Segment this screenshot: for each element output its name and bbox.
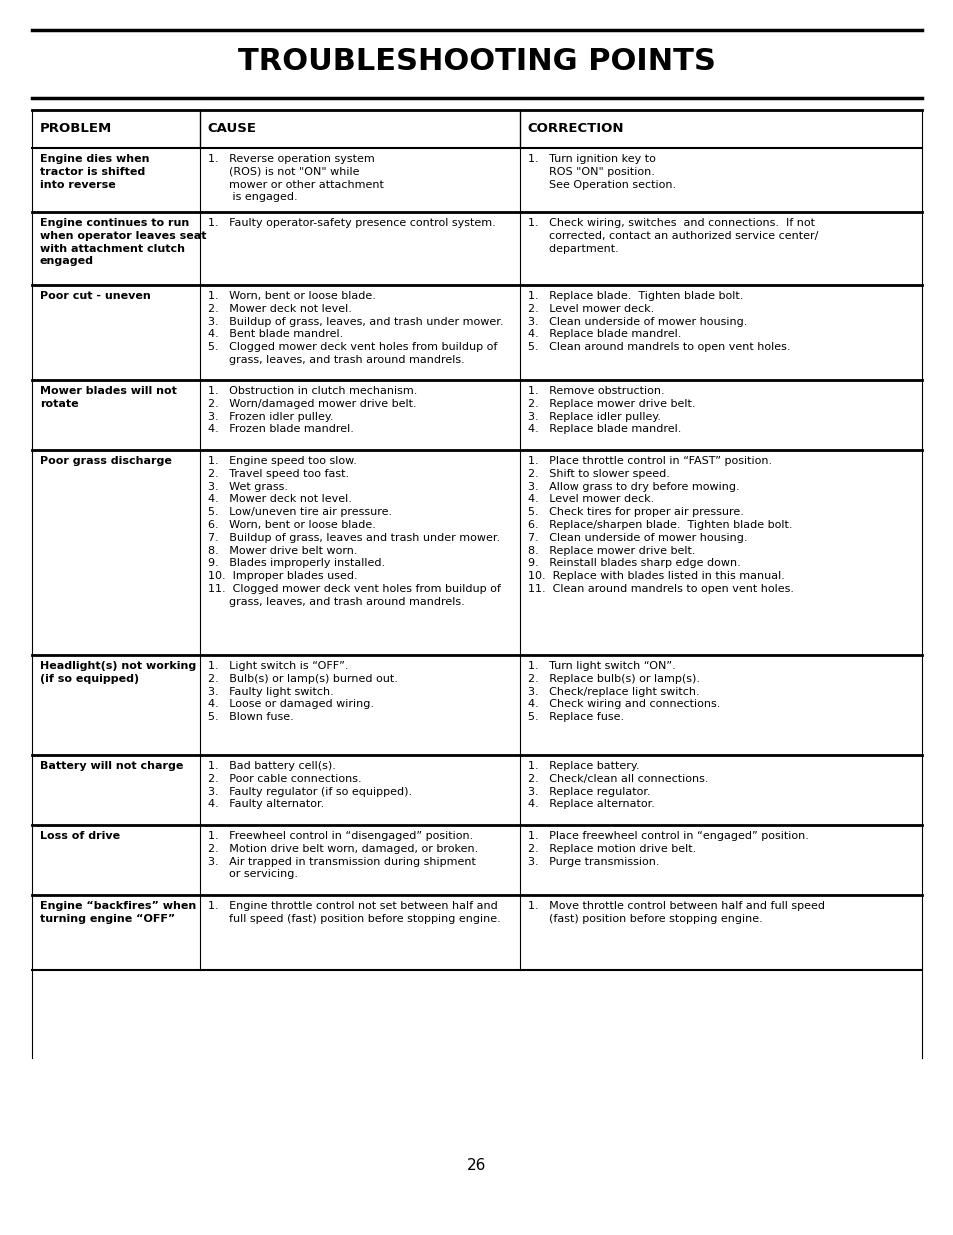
Text: 1.   Move throttle control between half and full speed
      (fast) position bef: 1. Move throttle control between half an… <box>527 902 823 924</box>
Text: 1.   Place throttle control in “FAST” position.
2.   Shift to slower speed.
3.  : 1. Place throttle control in “FAST” posi… <box>527 456 793 594</box>
Text: 1.   Freewheel control in “disengaged” position.
2.   Motion drive belt worn, da: 1. Freewheel control in “disengaged” pos… <box>208 831 477 879</box>
Text: 1.   Light switch is “OFF”.
2.   Bulb(s) or lamp(s) burned out.
3.   Faulty ligh: 1. Light switch is “OFF”. 2. Bulb(s) or … <box>208 661 397 722</box>
Text: Mower blades will not
rotate: Mower blades will not rotate <box>40 387 176 409</box>
Text: PROBLEM: PROBLEM <box>40 122 112 136</box>
Text: Battery will not charge: Battery will not charge <box>40 761 183 771</box>
Text: 1.   Replace blade.  Tighten blade bolt.
2.   Level mower deck.
3.   Clean under: 1. Replace blade. Tighten blade bolt. 2.… <box>527 291 789 352</box>
Text: TROUBLESHOOTING POINTS: TROUBLESHOOTING POINTS <box>238 47 715 77</box>
Text: 1.   Engine speed too slow.
2.   Travel speed too fast.
3.   Wet grass.
4.   Mow: 1. Engine speed too slow. 2. Travel spee… <box>208 456 500 606</box>
Text: 1.   Worn, bent or loose blade.
2.   Mower deck not level.
3.   Buildup of grass: 1. Worn, bent or loose blade. 2. Mower d… <box>208 291 502 366</box>
Text: 1.   Engine throttle control not set between half and
      full speed (fast) po: 1. Engine throttle control not set betwe… <box>208 902 500 924</box>
Text: 1.   Place freewheel control in “engaged” position.
2.   Replace motion drive be: 1. Place freewheel control in “engaged” … <box>527 831 807 867</box>
Text: 26: 26 <box>467 1157 486 1172</box>
Text: 1.   Remove obstruction.
2.   Replace mower drive belt.
3.   Replace idler pulle: 1. Remove obstruction. 2. Replace mower … <box>527 387 695 435</box>
Text: 1.   Reverse operation system
      (ROS) is not "ON" while
      mower or other: 1. Reverse operation system (ROS) is not… <box>208 154 383 203</box>
Text: 1.   Obstruction in clutch mechanism.
2.   Worn/damaged mower drive belt.
3.   F: 1. Obstruction in clutch mechanism. 2. W… <box>208 387 416 435</box>
Text: Poor grass discharge: Poor grass discharge <box>40 456 172 466</box>
Text: Engine “backfires” when
turning engine “OFF”: Engine “backfires” when turning engine “… <box>40 902 195 924</box>
Text: 1.   Bad battery cell(s).
2.   Poor cable connections.
3.   Faulty regulator (if: 1. Bad battery cell(s). 2. Poor cable co… <box>208 761 412 809</box>
Text: 1.   Replace battery.
2.   Check/clean all connections.
3.   Replace regulator.
: 1. Replace battery. 2. Check/clean all c… <box>527 761 707 809</box>
Text: CAUSE: CAUSE <box>208 122 256 136</box>
Text: Poor cut - uneven: Poor cut - uneven <box>40 291 151 301</box>
Text: 1.   Turn light switch “ON”.
2.   Replace bulb(s) or lamp(s).
3.   Check/replace: 1. Turn light switch “ON”. 2. Replace bu… <box>527 661 720 722</box>
Text: 1.   Check wiring, switches  and connections.  If not
      corrected, contact a: 1. Check wiring, switches and connection… <box>527 219 817 253</box>
Text: Engine dies when
tractor is shifted
into reverse: Engine dies when tractor is shifted into… <box>40 154 149 190</box>
Text: 1.   Turn ignition key to
      ROS "ON" position.
      See Operation section.: 1. Turn ignition key to ROS "ON" positio… <box>527 154 675 190</box>
Text: CORRECTION: CORRECTION <box>527 122 623 136</box>
Text: Headlight(s) not working
(if so equipped): Headlight(s) not working (if so equipped… <box>40 661 195 684</box>
Text: Engine continues to run
when operator leaves seat
with attachment clutch
engaged: Engine continues to run when operator le… <box>40 219 206 267</box>
Text: 1.   Faulty operator-safety presence control system.: 1. Faulty operator-safety presence contr… <box>208 219 495 228</box>
Text: Loss of drive: Loss of drive <box>40 831 120 841</box>
